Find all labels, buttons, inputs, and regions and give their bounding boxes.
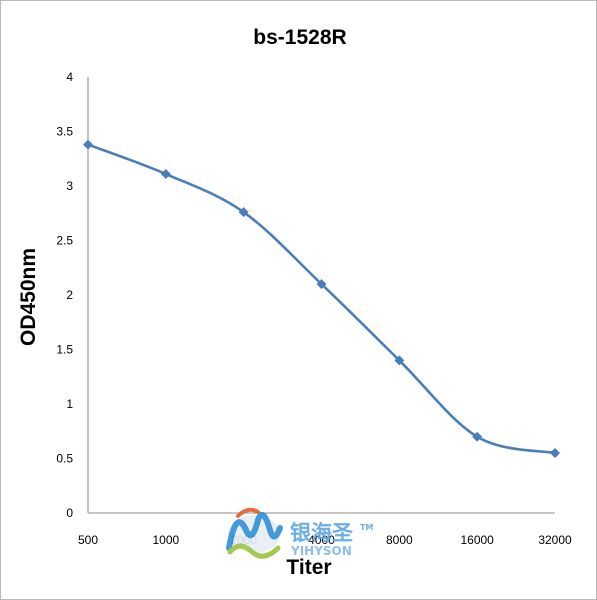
y-tick-label: 2	[66, 288, 73, 302]
watermark-trademark: TM	[360, 523, 373, 532]
x-tick-label: 4000	[308, 533, 335, 547]
x-tick-label: 500	[78, 533, 98, 547]
y-tick-label: 0	[66, 506, 73, 520]
y-axis-title: OD450nm	[17, 248, 40, 346]
data-point-marker	[160, 169, 171, 180]
data-point-marker	[83, 139, 93, 150]
yihyson-logo-icon	[226, 507, 283, 559]
y-tick-label: 3	[66, 179, 73, 193]
x-tick-label: 32000	[538, 533, 572, 547]
y-tick-labels: 0 0.5 1 1.5 2 2.5 3 3.5 4	[56, 70, 73, 520]
data-point-marker	[394, 355, 405, 366]
watermark-name: 银海圣	[290, 521, 354, 545]
data-point-marker	[472, 431, 483, 442]
y-tick-label: 1.5	[56, 343, 73, 357]
y-tick-label: 1	[66, 397, 73, 411]
data-point-marker	[550, 448, 560, 459]
x-tick-label: 1000	[152, 533, 179, 547]
watermark-logo: 银海圣 TM YIHYSON	[226, 507, 373, 559]
chart-title: bs-1528R	[253, 26, 346, 49]
data-point-marker	[316, 279, 327, 290]
y-tick-label: 0.5	[56, 452, 73, 466]
y-tick-label: 3.5	[56, 125, 73, 139]
x-tick-label: 8000	[386, 533, 413, 547]
x-tick-label: 16000	[460, 533, 494, 547]
y-tick-label: 2.5	[56, 234, 73, 248]
series-line	[87, 143, 556, 455]
x-axis-title: Titer	[286, 556, 331, 579]
y-tick-label: 4	[66, 70, 73, 84]
series-group	[83, 139, 560, 459]
watermark-latin: YIHYSON	[290, 544, 352, 558]
data-point-marker	[238, 207, 249, 218]
